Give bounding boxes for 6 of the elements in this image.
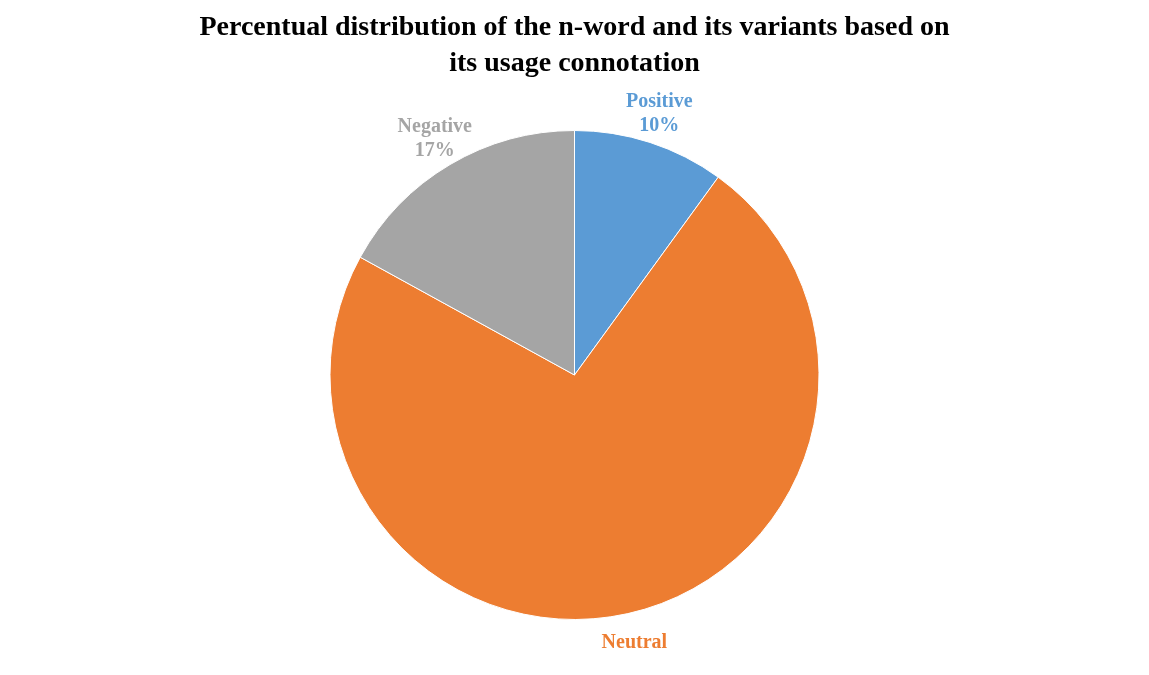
slice-label: Negative [397, 113, 473, 137]
slice-label: Neutral [601, 630, 668, 653]
data-label: 17% [414, 137, 455, 160]
slice-label: Positive [626, 89, 693, 112]
chart-title: Percentual distribution of the n-word and its variants based on its usage connotation [198, 9, 951, 79]
data-label: 10% [639, 113, 680, 136]
